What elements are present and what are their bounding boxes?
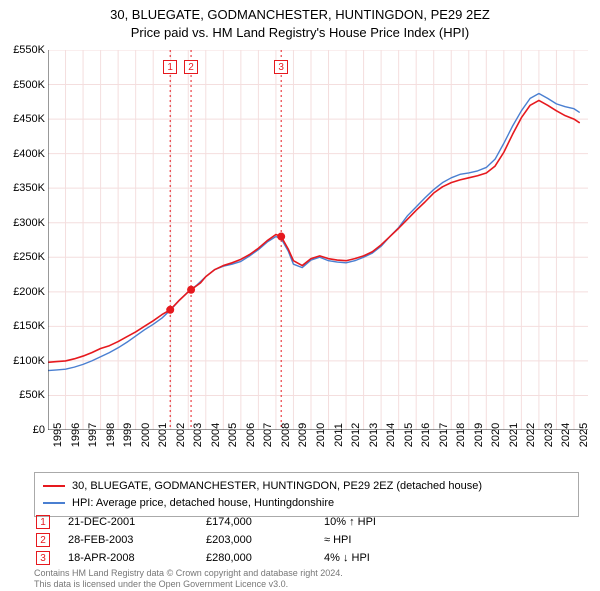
footer-line-2: This data is licensed under the Open Gov… <box>34 579 343 590</box>
legend-box: 30, BLUEGATE, GODMANCHESTER, HUNTINGDON,… <box>34 472 579 517</box>
title-block: 30, BLUEGATE, GODMANCHESTER, HUNTINGDON,… <box>0 0 600 41</box>
y-tick-label: £150K <box>13 320 45 332</box>
x-tick-label: 2017 <box>438 423 450 447</box>
x-tick-label: 1999 <box>122 423 134 447</box>
y-tick-label: £550K <box>13 44 45 56</box>
title-line-1: 30, BLUEGATE, GODMANCHESTER, HUNTINGDON,… <box>0 6 600 24</box>
transaction-hpi-delta: 10% ↑ HPI <box>324 513 384 531</box>
chart-svg <box>48 50 588 430</box>
x-tick-label: 2007 <box>262 423 274 447</box>
x-tick-label: 2001 <box>157 423 169 447</box>
y-tick-label: £200K <box>13 286 45 298</box>
chart-container: 30, BLUEGATE, GODMANCHESTER, HUNTINGDON,… <box>0 0 600 590</box>
footer-line-1: Contains HM Land Registry data © Crown c… <box>34 568 343 579</box>
transaction-hpi-delta: ≈ HPI <box>324 531 384 549</box>
legend-row-hpi: HPI: Average price, detached house, Hunt… <box>43 495 570 512</box>
x-tick-label: 1997 <box>87 423 99 447</box>
transaction-row-marker: 1 <box>36 515 50 529</box>
x-tick-label: 2020 <box>490 423 502 447</box>
x-tick-label: 2000 <box>140 423 152 447</box>
x-tick-label: 2011 <box>333 423 345 447</box>
transaction-row: 2 28-FEB-2003£203,000≈ HPI <box>34 531 384 549</box>
transaction-price: £280,000 <box>206 549 324 567</box>
transaction-row: 3 18-APR-2008£280,0004% ↓ HPI <box>34 549 384 567</box>
transaction-row-marker: 2 <box>36 533 50 547</box>
y-tick-label: £350K <box>13 182 45 194</box>
x-tick-label: 2021 <box>508 423 520 447</box>
x-tick-label: 2018 <box>455 423 467 447</box>
x-tick-label: 2005 <box>227 423 239 447</box>
title-line-2: Price paid vs. HM Land Registry's House … <box>0 24 600 42</box>
transaction-date: 28-FEB-2003 <box>68 531 206 549</box>
legend-swatch-hpi <box>43 502 65 504</box>
transaction-price: £203,000 <box>206 531 324 549</box>
x-tick-label: 2014 <box>385 423 397 447</box>
legend-row-property: 30, BLUEGATE, GODMANCHESTER, HUNTINGDON,… <box>43 478 570 495</box>
y-tick-label: £100K <box>13 355 45 367</box>
x-tick-label: 2016 <box>420 423 432 447</box>
transaction-date: 21-DEC-2001 <box>68 513 206 531</box>
x-tick-label: 1995 <box>52 423 64 447</box>
y-tick-label: £450K <box>13 113 45 125</box>
transaction-marker-3: 3 <box>274 60 288 74</box>
y-tick-label: £0 <box>33 424 45 436</box>
x-tick-label: 2023 <box>543 423 555 447</box>
y-tick-label: £400K <box>13 148 45 160</box>
x-tick-label: 2022 <box>525 423 537 447</box>
y-tick-label: £300K <box>13 217 45 229</box>
y-tick-label: £500K <box>13 79 45 91</box>
x-tick-label: 1996 <box>70 423 82 447</box>
x-tick-label: 2006 <box>245 423 257 447</box>
legend-swatch-property <box>43 485 65 487</box>
x-tick-label: 2010 <box>315 423 327 447</box>
transaction-price: £174,000 <box>206 513 324 531</box>
transaction-date: 18-APR-2008 <box>68 549 206 567</box>
x-tick-label: 2003 <box>192 423 204 447</box>
y-tick-label: £250K <box>13 251 45 263</box>
x-tick-label: 2015 <box>403 423 415 447</box>
transaction-marker-1: 1 <box>163 60 177 74</box>
x-tick-label: 2004 <box>210 423 222 447</box>
x-tick-label: 2009 <box>297 423 309 447</box>
legend-label-property: 30, BLUEGATE, GODMANCHESTER, HUNTINGDON,… <box>72 478 482 495</box>
transaction-marker-2: 2 <box>184 60 198 74</box>
x-tick-label: 2002 <box>175 423 187 447</box>
y-tick-label: £50K <box>19 389 45 401</box>
x-tick-label: 2024 <box>560 423 572 447</box>
x-tick-label: 2025 <box>578 423 590 447</box>
x-tick-label: 2012 <box>350 423 362 447</box>
x-tick-label: 2008 <box>280 423 292 447</box>
x-tick-label: 2013 <box>368 423 380 447</box>
transaction-row-marker: 3 <box>36 551 50 565</box>
transaction-row: 1 21-DEC-2001£174,00010% ↑ HPI <box>34 513 384 531</box>
x-tick-label: 2019 <box>473 423 485 447</box>
x-tick-label: 1998 <box>105 423 117 447</box>
chart-plot-area <box>48 50 588 430</box>
legend-label-hpi: HPI: Average price, detached house, Hunt… <box>72 495 334 512</box>
transaction-table: 1 21-DEC-2001£174,00010% ↑ HPI 2 28-FEB-200… <box>34 513 384 567</box>
footer-attribution: Contains HM Land Registry data © Crown c… <box>34 568 343 591</box>
transaction-hpi-delta: 4% ↓ HPI <box>324 549 384 567</box>
